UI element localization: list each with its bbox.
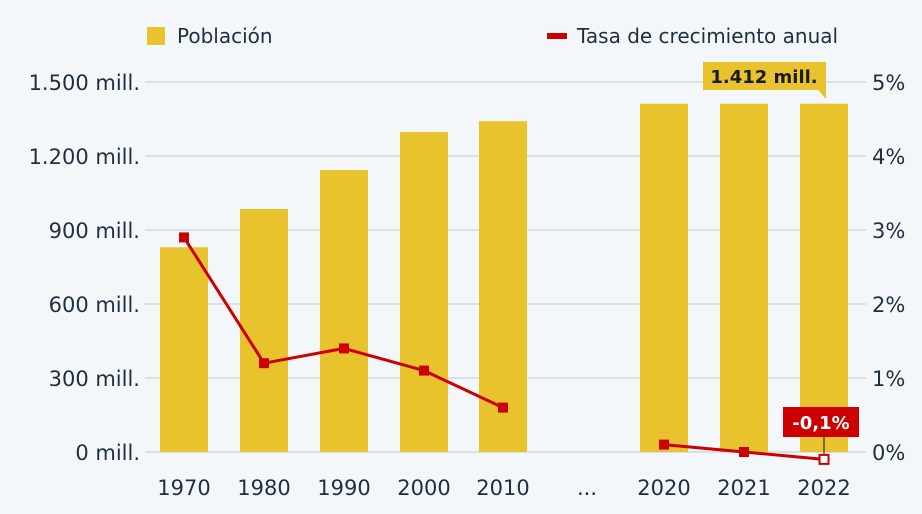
population-bar xyxy=(240,209,288,452)
right-tick-label: 4% xyxy=(872,145,905,169)
growth-rate-point xyxy=(339,343,349,354)
population-bar xyxy=(320,170,368,452)
population-bar xyxy=(720,103,768,452)
legend-swatch-tasa xyxy=(547,33,567,39)
x-tick-label: 1990 xyxy=(317,476,370,500)
left-tick-label: 1.500 mill. xyxy=(29,71,140,95)
legend-label-poblacion: Población xyxy=(177,24,273,48)
left-tick-label: 1.200 mill. xyxy=(29,145,140,169)
x-tick-label: 2022 xyxy=(797,476,850,500)
population-bar xyxy=(640,103,688,452)
left-tick-label: 300 mill. xyxy=(49,367,140,391)
x-tick-label: 2000 xyxy=(397,476,450,500)
growth-rate-point xyxy=(498,402,508,413)
x-tick-label: ... xyxy=(577,476,597,500)
right-tick-label: 1% xyxy=(872,367,905,391)
population-bar xyxy=(800,103,848,452)
left-tick-label: 900 mill. xyxy=(49,219,140,243)
x-tick-label: 2021 xyxy=(717,476,770,500)
growth-rate-point xyxy=(179,232,189,243)
growth-rate-line xyxy=(179,232,830,465)
x-tick-label: 1980 xyxy=(237,476,290,500)
legend-swatch-poblacion xyxy=(147,27,165,45)
right-tick-label: 0% xyxy=(872,441,905,465)
population-bar xyxy=(160,247,208,452)
x-tick-label: 1970 xyxy=(157,476,210,500)
x-tick-label: 2010 xyxy=(476,476,529,500)
population-bar xyxy=(479,121,527,452)
right-tick-label: 3% xyxy=(872,219,905,243)
growth-rate-point xyxy=(739,447,749,457)
left-tick-label: 600 mill. xyxy=(49,293,140,317)
growth-callout-box xyxy=(783,407,859,437)
growth-callout-label: -0,1% xyxy=(792,413,849,434)
right-tick-label: 5% xyxy=(872,71,905,95)
population-callout-label: 1.412 mill. xyxy=(710,67,817,88)
x-tick-label: 2020 xyxy=(637,476,690,500)
callouts: 1.412 mill. -0,1% xyxy=(703,62,859,455)
left-tick-label: 0 mill. xyxy=(75,441,140,465)
growth-rate-point xyxy=(659,439,669,450)
population-callout-box xyxy=(703,62,826,99)
right-tick-label: 2% xyxy=(872,293,905,317)
population-bars xyxy=(160,103,848,452)
growth-rate-point xyxy=(259,358,269,369)
growth-rate-point xyxy=(818,453,830,465)
legend: Población Tasa de crecimiento anual xyxy=(147,24,838,48)
axes: 0 mill. 300 mill. 600 mill. 900 mill. 1.200 … xyxy=(29,71,906,500)
legend-label-tasa: Tasa de crecimiento anual xyxy=(576,24,838,48)
population-bar xyxy=(400,132,448,452)
growth-rate-point xyxy=(419,365,429,376)
